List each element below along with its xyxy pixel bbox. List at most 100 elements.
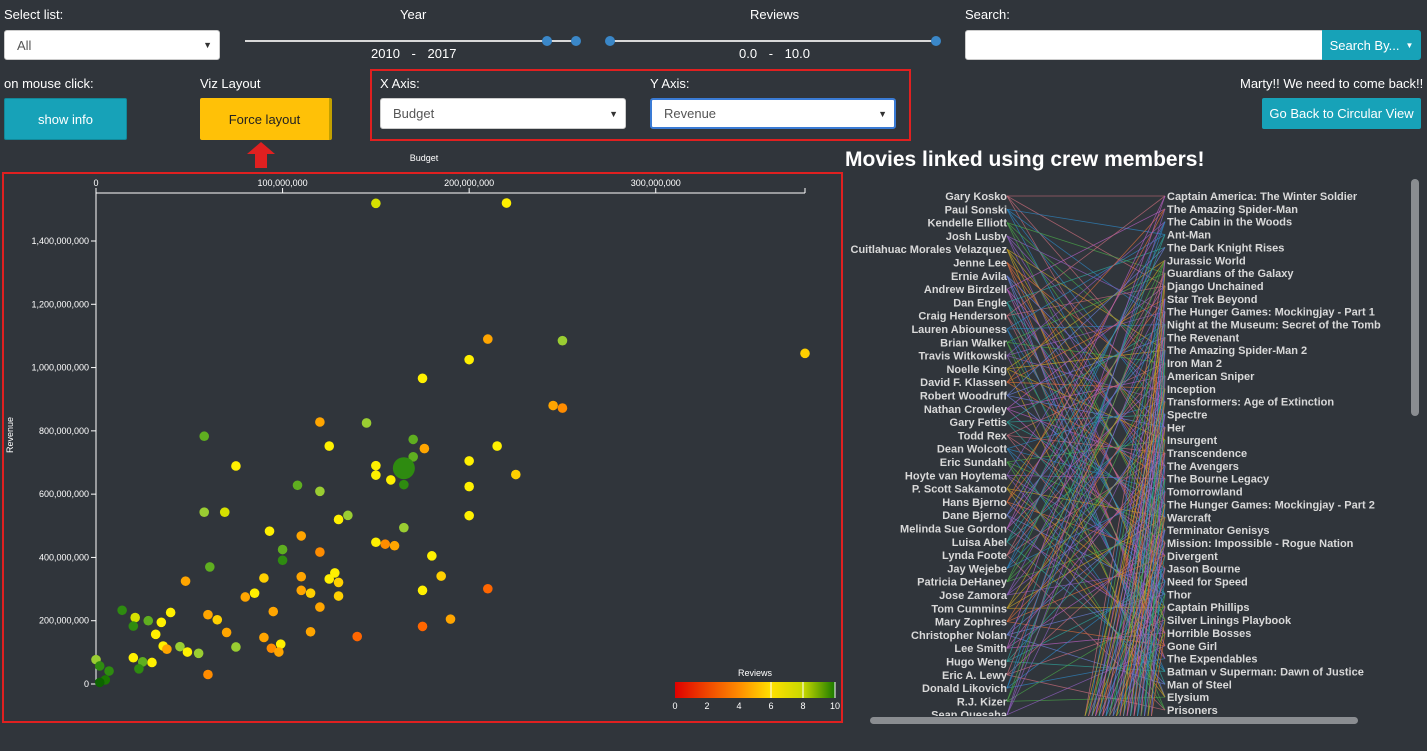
data-point[interactable] (399, 479, 409, 490)
crew-name[interactable]: Lynda Foote (942, 550, 1007, 562)
crew-name[interactable]: Christopher Nolan (911, 630, 1007, 642)
data-point[interactable] (268, 606, 279, 617)
crew-name[interactable]: Eric Sundahl (940, 457, 1007, 469)
data-point[interactable] (361, 418, 372, 428)
data-point[interactable] (94, 677, 105, 688)
data-point[interactable] (266, 643, 277, 654)
data-point[interactable] (511, 469, 521, 480)
data-point[interactable] (315, 486, 325, 497)
movie-title[interactable]: The Hunger Games: Mockingjay - Part 2 (1167, 499, 1375, 511)
data-point[interactable] (117, 605, 127, 616)
crew-name[interactable]: Ernie Avila (951, 271, 1008, 283)
movie-title[interactable]: Man of Steel (1167, 679, 1232, 691)
crew-name[interactable]: Noelle King (946, 364, 1007, 376)
movie-title[interactable]: Thor (1167, 589, 1192, 601)
data-point[interactable] (305, 588, 316, 598)
data-point[interactable] (231, 642, 241, 652)
data-point[interactable] (199, 431, 210, 442)
data-point[interactable] (199, 507, 210, 517)
reviews-slider-max-handle[interactable] (931, 36, 941, 46)
crew-name[interactable]: Sean Quesaha (931, 710, 1008, 716)
data-point[interactable] (305, 626, 316, 637)
data-point[interactable] (408, 452, 418, 462)
data-point[interactable] (180, 576, 191, 586)
data-point[interactable] (143, 615, 154, 626)
data-point[interactable] (333, 591, 344, 601)
movie-title[interactable]: Guardians of the Galaxy (1167, 268, 1294, 280)
movie-title[interactable]: Jurassic World (1167, 255, 1246, 267)
data-point[interactable] (557, 403, 568, 413)
year-slider-min-handle[interactable] (542, 36, 552, 46)
crew-movie-links[interactable]: Gary Kosko Paul Sonski Kendelle Elliott Jos… (845, 178, 1417, 716)
data-point[interactable] (249, 588, 260, 598)
year-slider[interactable] (245, 36, 581, 46)
data-point[interactable] (162, 644, 172, 654)
crew-name[interactable]: Travis Witkowski (918, 351, 1007, 363)
data-point[interactable] (371, 470, 381, 480)
data-point[interactable] (231, 461, 241, 471)
vertical-scrollbar[interactable] (1411, 179, 1419, 416)
data-point[interactable] (417, 585, 428, 596)
crew-name[interactable]: Melinda Sue Gordon (900, 524, 1007, 536)
movie-title[interactable]: The Revenant (1167, 332, 1239, 344)
data-point[interactable] (277, 555, 288, 566)
movie-title[interactable]: Tomorrowland (1167, 487, 1243, 499)
data-point[interactable] (240, 592, 251, 602)
crew-name[interactable]: Craig Henderson (918, 311, 1007, 323)
movie-title[interactable]: Divergent (1167, 551, 1218, 563)
data-point[interactable] (371, 537, 381, 548)
data-point[interactable] (417, 621, 428, 632)
movie-title[interactable]: The Amazing Spider-Man 2 (1167, 345, 1307, 357)
movie-title[interactable]: Captain Phillips (1167, 602, 1250, 614)
data-point[interactable] (464, 510, 474, 521)
data-point[interactable] (389, 540, 400, 551)
data-point[interactable] (419, 443, 430, 454)
crew-name[interactable]: Dan Engle (953, 297, 1007, 309)
crew-name[interactable]: David F. Klassen (920, 377, 1007, 389)
data-point[interactable] (380, 539, 390, 549)
data-point[interactable] (264, 526, 275, 536)
data-point[interactable] (292, 480, 303, 491)
data-point[interactable] (333, 577, 344, 588)
data-point[interactable] (175, 641, 185, 652)
movie-title[interactable]: Django Unchained (1167, 281, 1264, 293)
data-point[interactable] (128, 652, 139, 663)
movie-title[interactable]: Jason Bourne (1167, 564, 1240, 576)
data-point[interactable] (259, 632, 269, 643)
data-point[interactable] (203, 669, 213, 680)
crew-name[interactable]: Andrew Birdzell (924, 284, 1007, 296)
crew-name[interactable]: Brian Walker (940, 337, 1008, 349)
data-point[interactable] (315, 417, 325, 427)
data-point[interactable] (205, 562, 215, 572)
data-point[interactable] (324, 441, 335, 451)
search-input[interactable] (965, 30, 1323, 60)
movie-title[interactable]: American Sniper (1167, 371, 1255, 383)
movie-title[interactable]: Spectre (1167, 409, 1207, 421)
movie-title[interactable]: Captain America: The Winter Soldier (1167, 191, 1358, 203)
data-point[interactable] (193, 648, 204, 659)
data-point[interactable] (324, 574, 335, 584)
data-point[interactable] (385, 475, 396, 485)
data-point[interactable] (259, 573, 269, 583)
data-point[interactable] (427, 551, 437, 561)
data-point[interactable] (343, 510, 353, 521)
go-back-circular-button[interactable]: Go Back to Circular View (1262, 98, 1421, 129)
data-point[interactable] (147, 657, 157, 668)
data-point[interactable] (352, 631, 363, 642)
data-point[interactable] (212, 614, 223, 625)
data-point[interactable] (130, 612, 140, 623)
crew-name[interactable]: Hugo Weng (946, 657, 1007, 669)
data-point[interactable] (156, 617, 167, 628)
crew-name[interactable]: Jose Zamora (939, 590, 1008, 602)
data-point[interactable] (464, 481, 474, 492)
crew-name[interactable]: Lee Smith (954, 643, 1007, 655)
crew-name[interactable]: Lauren Abiouness (911, 324, 1007, 336)
data-point[interactable] (315, 602, 325, 612)
reviews-slider[interactable] (605, 36, 941, 46)
movie-title[interactable]: The Expendables (1167, 654, 1257, 666)
reviews-slider-min-handle[interactable] (605, 36, 615, 46)
data-point[interactable] (464, 354, 474, 365)
show-info-button[interactable]: show info (4, 98, 127, 140)
crew-name[interactable]: Jenne Lee (953, 258, 1007, 270)
data-point[interactable] (274, 647, 284, 657)
